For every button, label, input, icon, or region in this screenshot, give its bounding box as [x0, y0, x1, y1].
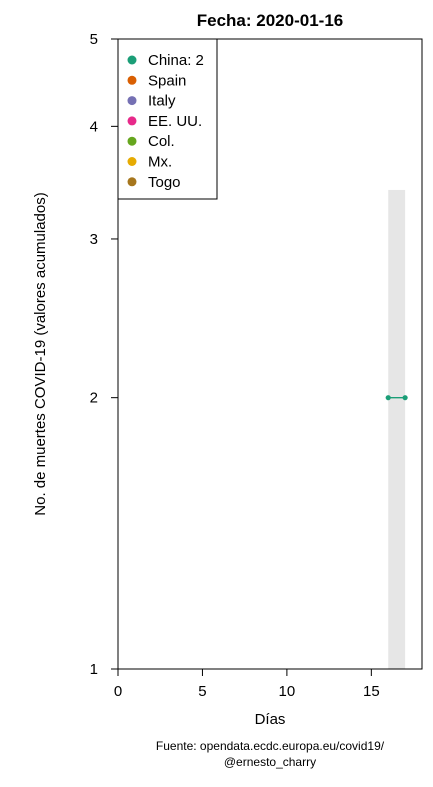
legend-label: Togo — [148, 174, 181, 191]
x-tick-label: 5 — [198, 683, 206, 700]
series-point — [402, 395, 408, 401]
x-axis-label: Días — [255, 711, 286, 728]
legend-marker — [127, 177, 137, 187]
legend-marker — [127, 136, 137, 146]
x-tick-label: 15 — [363, 683, 380, 700]
y-tick-label: 4 — [90, 118, 98, 135]
y-tick-label: 2 — [90, 390, 98, 407]
y-tick-label: 5 — [90, 31, 98, 48]
plot-frame — [117, 38, 423, 670]
legend-label: EE. UU. — [148, 113, 202, 130]
legend-marker — [127, 157, 137, 166]
legend-marker — [127, 75, 137, 85]
legend-label: Spain — [148, 72, 186, 89]
legend-label: Italy — [148, 93, 176, 110]
highlight-band — [388, 189, 406, 669]
legend-label: Col. — [148, 133, 175, 150]
legend-label: Mx. — [148, 154, 172, 171]
series-point — [385, 395, 391, 401]
y-tick-label: 1 — [90, 661, 98, 678]
source-caption: Fuente: opendata.ecdc.europa.eu/covid19/ — [155, 739, 385, 753]
legend-marker — [127, 55, 137, 65]
legend-marker — [127, 116, 137, 126]
chart-title: Fecha: 2020-01-16 — [197, 11, 343, 30]
x-tick-label: 0 — [114, 683, 122, 700]
y-axis-label: No. de muertes COVID-19 (valores acumula… — [32, 192, 49, 515]
y-tick-label: 3 — [90, 231, 98, 248]
author-caption: @ernesto_charry — [223, 755, 317, 769]
legend-label: China: 2 — [148, 52, 204, 69]
legend-marker — [127, 96, 137, 106]
x-tick-label: 10 — [279, 683, 296, 700]
